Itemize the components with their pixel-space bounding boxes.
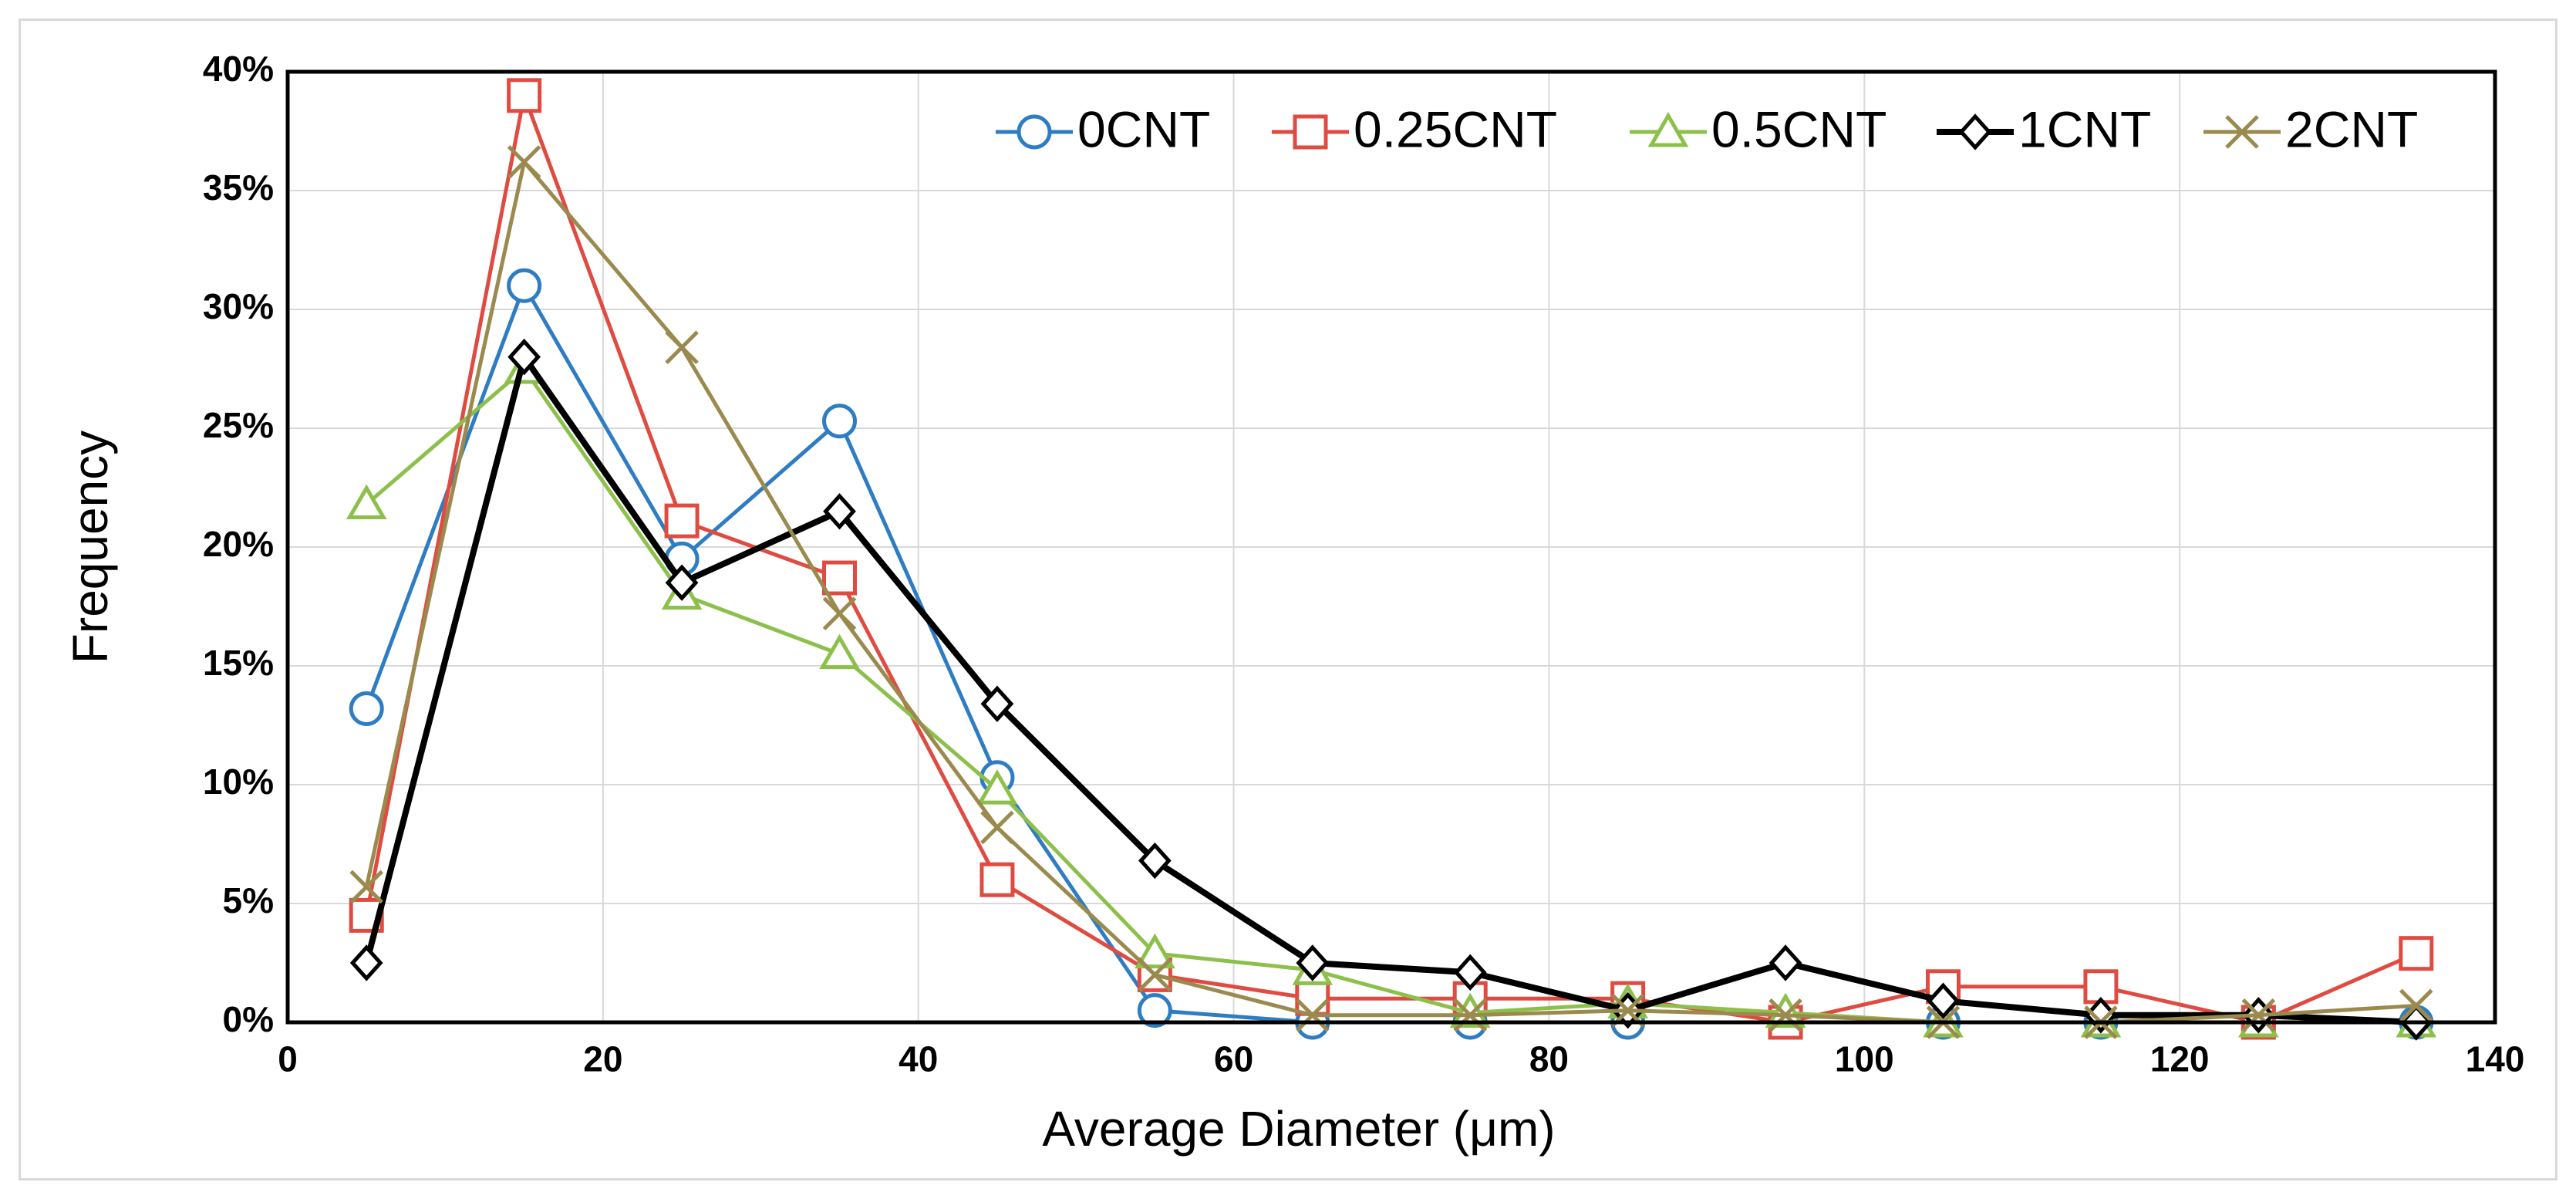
legend-label: 1CNT [2018,100,2151,157]
x-axis-tick-labels: 0 20 40 60 80 100 120 140 [278,1039,2524,1079]
data-point-2cnt [349,870,383,904]
data-series [346,78,2437,1041]
x-tick-label: 40 [899,1039,938,1079]
data-point-0-25cnt [822,560,857,596]
y-tick-label: 15% [203,643,274,683]
legend-item-0-25cnt: 0.25CNT [1272,100,1557,157]
legend-item-0-5cnt: 0.5CNT [1630,100,1886,157]
y-axis-title: Frequency [62,431,118,664]
data-point-0-5cnt [346,484,387,520]
legend-item-1cnt: 1CNT [1937,100,2151,157]
x-tick-label: 0 [278,1039,298,1079]
data-point-2cnt [2399,988,2433,1023]
data-point-2cnt [665,330,699,365]
legend-marker [1293,114,1328,150]
legend: 0CNT 0.25CNT 0.5CNT 1CNT 2CNT [996,100,2418,157]
data-point-0cnt [1137,993,1172,1028]
y-tick-label: 10% [203,762,274,802]
y-tick-label: 35% [203,167,274,208]
legend-item-0cnt: 0CNT [996,100,1210,157]
data-point-1cnt [349,944,383,981]
legend-marker [1647,112,1689,147]
data-point-2cnt [980,810,1014,845]
data-point-0-25cnt [2399,936,2434,971]
data-point-0-5cnt [819,633,860,670]
data-point-2cnt [1296,998,1330,1032]
data-point-0cnt [822,404,857,439]
data-point-1cnt [980,685,1014,723]
series-line-0-25cnt [364,93,2417,1025]
legend-label: 0CNT [1077,100,1210,157]
series-0cnt [349,268,2434,1040]
legend-label: 0.5CNT [1711,100,1886,157]
series-line-0-5cnt [365,366,2416,1025]
data-point-2cnt [1138,958,1172,992]
legend-marker [2225,115,2259,149]
data-point-0-25cnt [507,78,542,113]
x-tick-label: 20 [583,1039,622,1079]
data-point-1cnt [665,564,699,601]
y-tick-label: 25% [203,405,274,445]
data-point-2cnt [1768,998,1802,1032]
x-tick-label: 120 [2150,1039,2210,1079]
legend-label: 2CNT [2285,100,2418,157]
data-point-2cnt [822,596,857,631]
x-tick-label: 60 [1214,1039,1253,1079]
series-1cnt [349,338,2433,1041]
legend-marker [1017,114,1052,150]
data-point-0-5cnt [976,769,1018,805]
data-point-0-5cnt [1135,933,1175,969]
y-axis-tick-labels: 0% 5% 10% 15% 20% 25% 30% 35% 40% [203,49,274,1039]
data-point-1cnt [1927,982,1960,1020]
series-line-1cnt [363,353,2416,1025]
y-tick-label: 30% [203,286,274,326]
data-point-1cnt [1768,944,1802,981]
data-point-2cnt [1453,998,1487,1032]
line-chart: 0% 5% 10% 15% 20% 25% 30% 35% 40% 0 20 40 60 80 100 12… [62,49,2524,1157]
data-point-1cnt [823,493,856,530]
data-point-2cnt [2241,998,2276,1032]
plot-area-border [285,69,2497,1025]
data-point-0-5cnt [1765,992,1806,1028]
data-point-1cnt [1138,842,1172,880]
y-tick-label: 0% [223,999,274,1039]
data-point-1cnt [507,338,541,376]
x-tick-label: 80 [1529,1039,1569,1079]
chart-frame: 0% 5% 10% 15% 20% 25% 30% 35% 40% 0 20 40 60 80 100 12… [19,19,2557,1180]
series-0-5cnt [346,349,2437,1038]
y-tick-label: 40% [203,49,274,89]
data-point-0cnt [507,268,542,303]
data-point-2cnt [507,145,541,179]
legend-item-2cnt: 2CNT [2203,100,2418,157]
x-axis-title: Average Diameter (μm) [1042,1101,1555,1157]
y-tick-label: 20% [203,524,274,564]
data-point-0-25cnt [979,862,1015,897]
y-tick-label: 5% [223,880,274,920]
data-point-0-25cnt [1295,981,1330,1016]
data-point-0-25cnt [664,503,700,539]
series-line-0cnt [364,283,2416,1025]
x-tick-label: 140 [2466,1039,2525,1079]
legend-marker [1958,113,1992,150]
legend-label: 0.25CNT [1354,100,1557,157]
data-point-0cnt [349,691,384,726]
data-point-1cnt [1453,954,1487,991]
grid-lines [287,71,2496,1023]
data-point-0-5cnt [1449,992,1491,1028]
data-point-1cnt [1296,944,1330,981]
x-tick-label: 100 [1835,1039,1894,1079]
